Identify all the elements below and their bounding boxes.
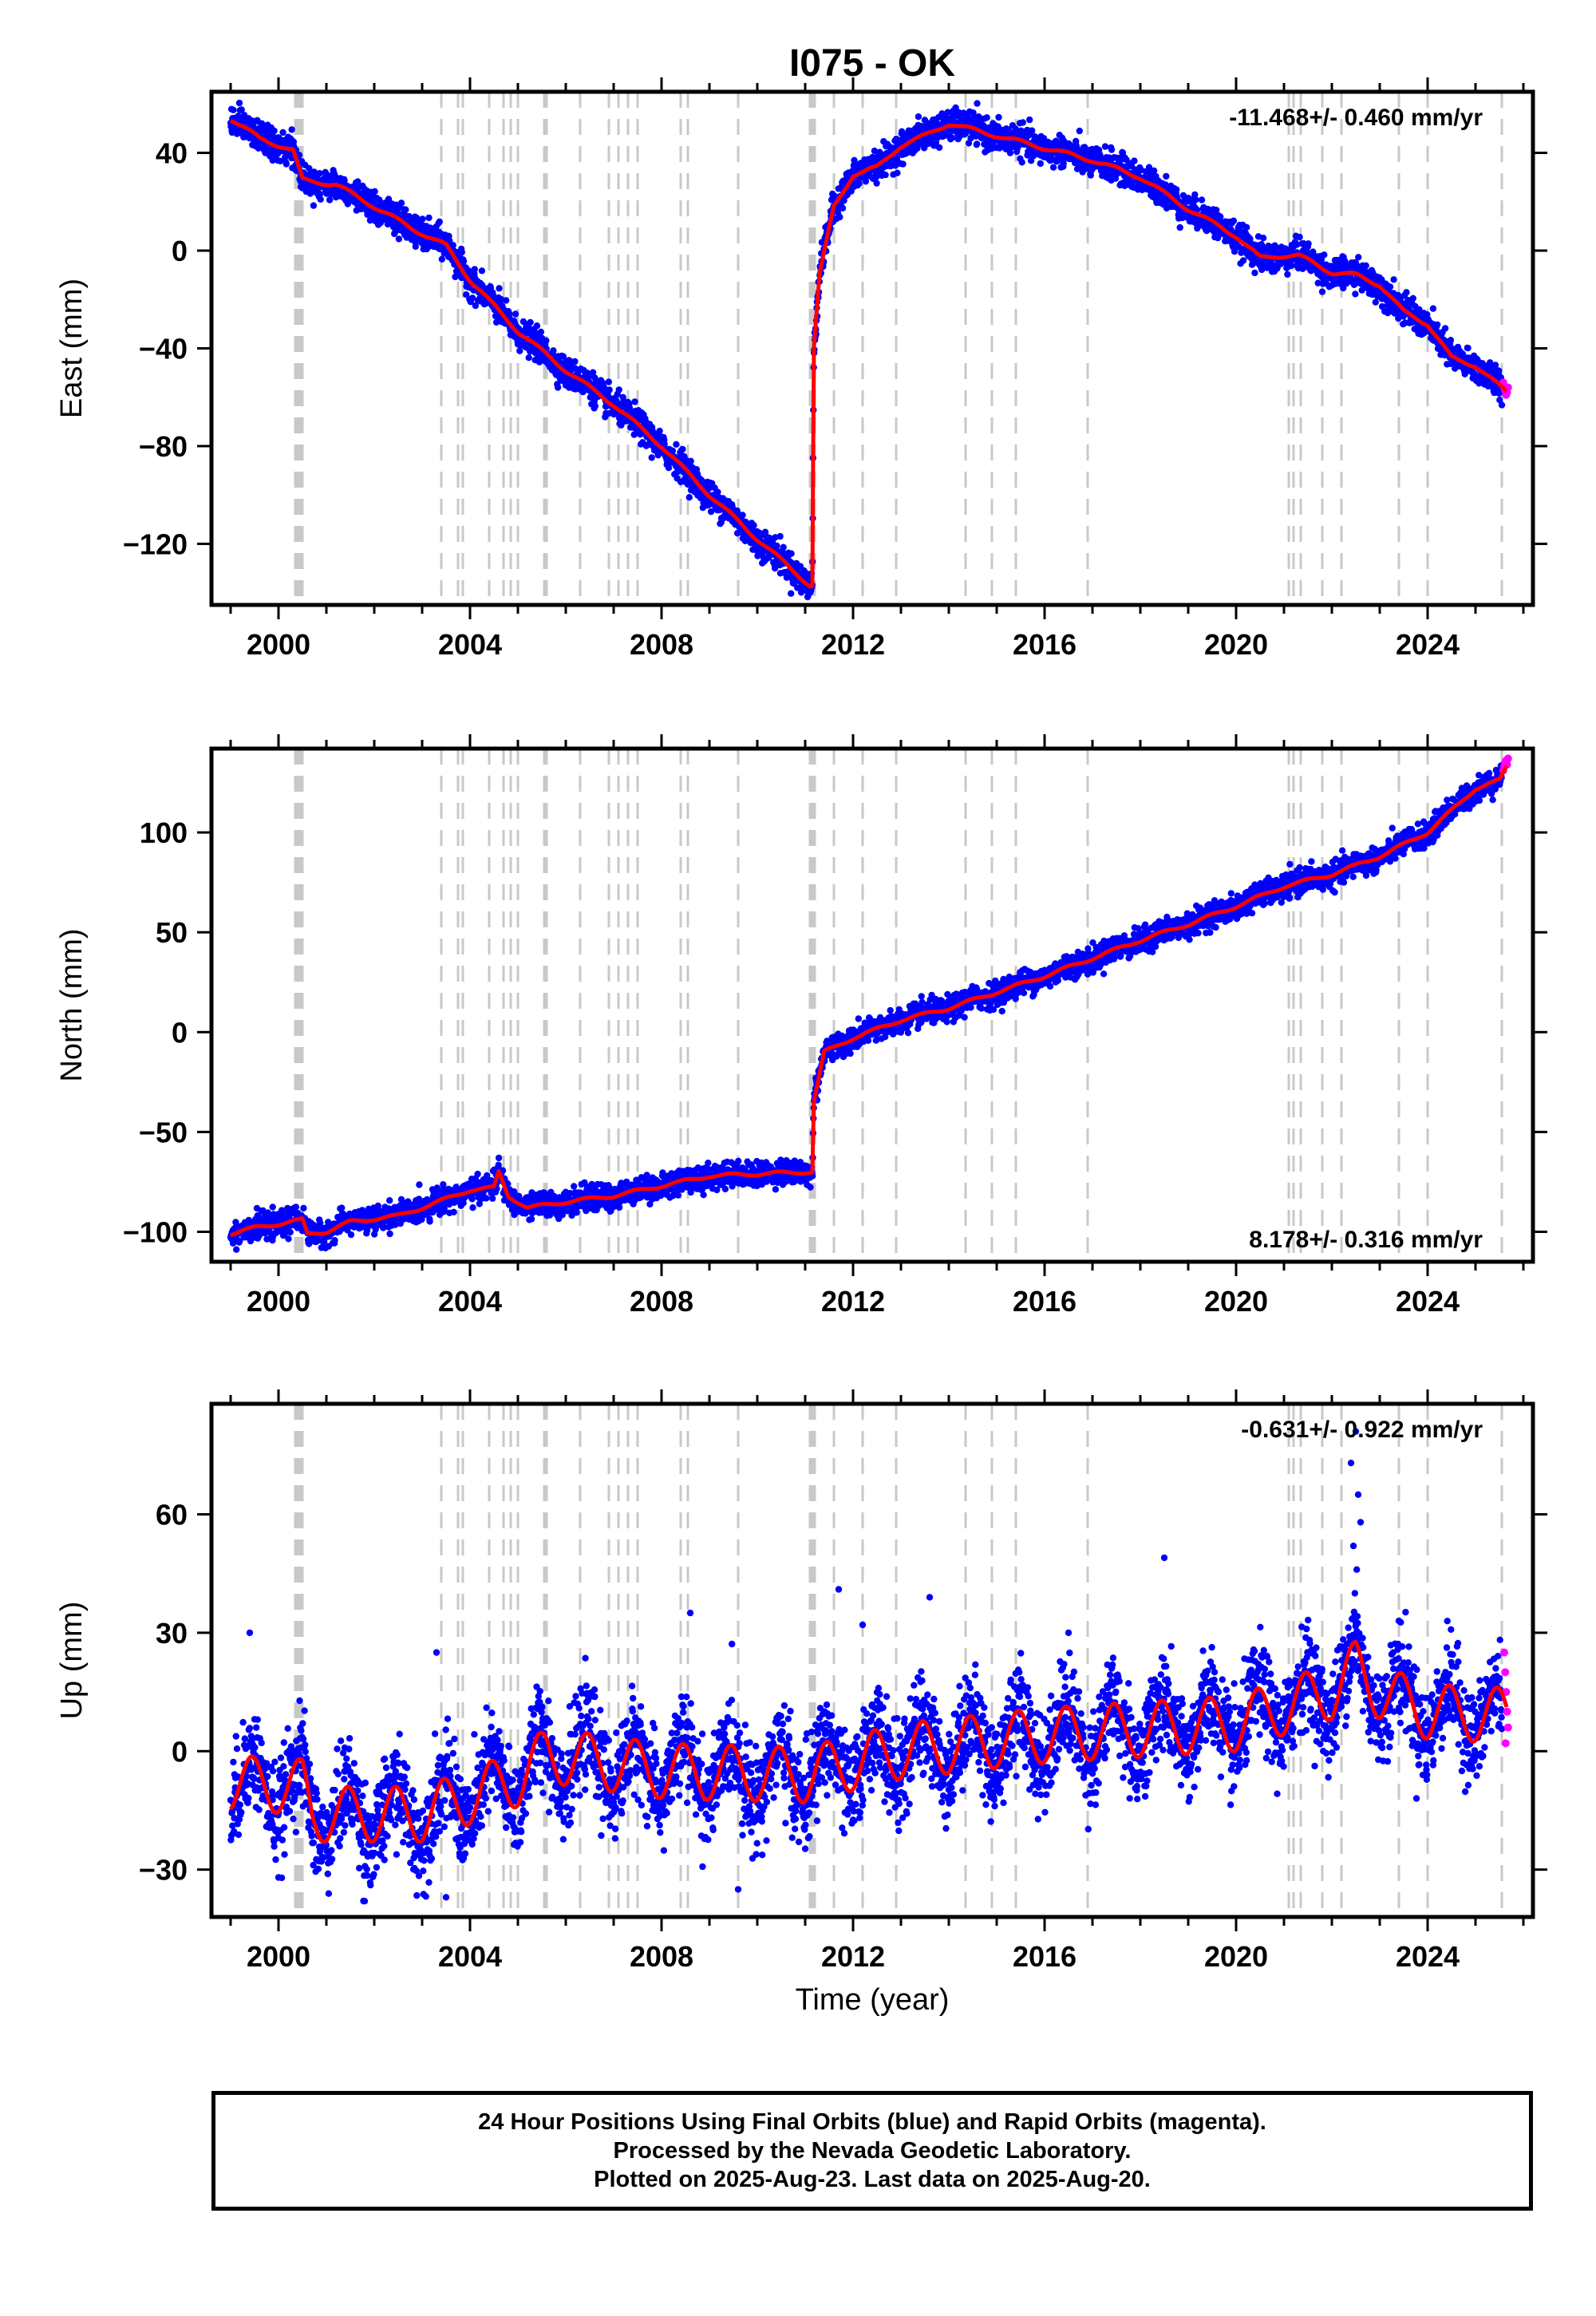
panels: 2000 2004 2008 2012 2016 2020 2024 40 0 −40 −80 −12… — [55, 77, 1547, 1973]
north-plot-area — [227, 749, 1512, 1262]
east-x-tick-label: 2000 — [247, 628, 310, 661]
north-rapid-orbit-point — [1503, 754, 1512, 763]
east-x-tick-label: 2004 — [438, 628, 502, 661]
east-y-tick-label: 40 — [156, 137, 188, 170]
east-final-orbit-points — [227, 99, 1506, 601]
up-x-tick-label: 2016 — [1013, 1940, 1077, 1973]
up-rapid-orbit-point — [1503, 1723, 1512, 1732]
east-y-axis-label: East (mm) — [55, 279, 89, 418]
up-rapid-orbit-point — [1501, 1739, 1510, 1748]
east-model-line — [229, 118, 1508, 589]
footer-line-1: 24 Hour Positions Using Final Orbits (bl… — [478, 2109, 1266, 2135]
up-rate-label: -0.631+/- 0.922 mm/yr — [1241, 1417, 1483, 1443]
east-rate-label: -11.468+/- 0.460 mm/yr — [1229, 105, 1483, 131]
up-y-tick-label: 60 — [156, 1498, 188, 1531]
north-x-tick-label: 2012 — [821, 1285, 885, 1318]
x-axis-label: Time (year) — [796, 1983, 950, 2017]
up-x-tick-label: 2008 — [630, 1940, 693, 1973]
north-y-tick-label: 0 — [172, 1016, 188, 1049]
east-frame — [209, 89, 1535, 607]
east-y-tick-label: −120 — [123, 528, 188, 560]
up-y-tick-label: −30 — [139, 1854, 188, 1887]
up-rapid-orbit-point — [1501, 1668, 1510, 1677]
east-plot-area — [227, 92, 1512, 605]
north-x-tick-label: 2004 — [438, 1285, 502, 1318]
up-rapid-orbit-point — [1500, 1648, 1508, 1657]
north-final-orbit-points — [227, 762, 1506, 1253]
footer-box: 24 Hour Positions Using Final Orbits (bl… — [211, 2091, 1533, 2211]
up-y-tick-label: 0 — [172, 1735, 188, 1768]
panel-east: 2000 2004 2008 2012 2016 2020 2024 40 0 −40 −80 −12… — [55, 77, 1547, 661]
north-y-tick-label: −50 — [139, 1116, 188, 1148]
panel-north: 2000 2004 2008 2012 2016 2020 2024 100 50 0 −50 −10… — [55, 734, 1547, 1318]
up-frame — [209, 1401, 1535, 1919]
east-x-tick-label: 2024 — [1396, 628, 1460, 661]
up-x-tick-label: 2000 — [247, 1940, 310, 1973]
east-x-tick-label: 2020 — [1204, 628, 1268, 661]
east-x-tick-label: 2012 — [821, 628, 885, 661]
up-x-tick-label: 2020 — [1204, 1940, 1268, 1973]
east-x-tick-label: 2008 — [630, 628, 693, 661]
north-y-axis-label: North (mm) — [55, 928, 89, 1081]
north-frame — [209, 746, 1535, 1264]
north-y-tick-label: 50 — [156, 916, 188, 949]
up-y-tick-label: 30 — [156, 1617, 188, 1650]
north-x-tick-label: 2008 — [630, 1285, 693, 1318]
east-y-tick-label: 0 — [172, 235, 188, 267]
north-y-tick-label: −100 — [123, 1215, 188, 1248]
chart-title: I075 - OK — [789, 42, 955, 85]
up-x-tick-label: 2004 — [438, 1940, 502, 1973]
east-y-tick-label: −40 — [139, 333, 188, 366]
east-x-tick-label: 2016 — [1013, 628, 1077, 661]
north-x-tick-label: 2024 — [1396, 1285, 1460, 1318]
up-x-tick-label: 2024 — [1396, 1940, 1460, 1973]
footer-line-2: Processed by the Nevada Geodetic Laborat… — [613, 2138, 1132, 2164]
panel-up: 2000 2004 2008 2012 2016 2020 2024 60 30 0 −30 Up (… — [55, 1389, 1547, 1973]
up-rapid-orbit-point — [1503, 1707, 1511, 1716]
up-y-axis-label: Up (mm) — [55, 1602, 89, 1720]
north-x-tick-label: 2000 — [247, 1285, 310, 1318]
footer-line-3: Plotted on 2025-Aug-23. Last data on 202… — [594, 2167, 1151, 2192]
up-x-tick-label: 2012 — [821, 1940, 885, 1973]
north-x-tick-label: 2016 — [1013, 1285, 1077, 1318]
up-plot-area — [227, 1404, 1512, 1917]
north-model-line — [229, 765, 1509, 1238]
up-final-orbit-points — [227, 1428, 1506, 1905]
north-y-tick-label: 100 — [140, 816, 188, 849]
north-rate-label: 8.178+/- 0.316 mm/yr — [1249, 1227, 1483, 1253]
east-y-tick-label: −80 — [139, 430, 188, 463]
up-model-line — [229, 1640, 1509, 1844]
north-x-tick-label: 2020 — [1204, 1285, 1268, 1318]
